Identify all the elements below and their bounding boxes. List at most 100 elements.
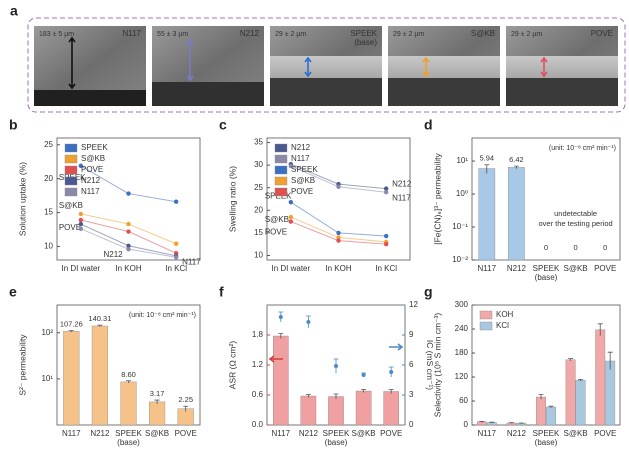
y-axis-label: [Fe(CN)₆]³⁻ permeability xyxy=(432,152,442,244)
membrane-name: S@KB xyxy=(471,29,495,38)
data-point xyxy=(383,233,389,239)
data-point xyxy=(288,219,294,224)
thickness-arrow xyxy=(540,56,548,78)
data-point xyxy=(383,186,389,191)
y-tick-label: 10¹ xyxy=(41,374,53,383)
value-label: 5.94 xyxy=(479,154,494,163)
x-tick-label: POVE xyxy=(594,429,616,438)
y-tick-label: 15 xyxy=(254,228,263,237)
data-point xyxy=(336,184,341,189)
bar xyxy=(605,360,616,426)
x-tick-label: S@KB xyxy=(564,429,588,438)
error-bar xyxy=(97,324,103,327)
unit-note: (unit: 10⁻⁸ cm² min⁻¹) xyxy=(129,312,196,319)
thickness-label: 183 ± 5 µm xyxy=(39,31,74,38)
x-tick-sublabel: (base) xyxy=(535,438,558,447)
bar xyxy=(63,331,80,426)
data-point xyxy=(288,214,294,220)
error-bar xyxy=(278,333,284,339)
legend-label: N117 xyxy=(291,154,310,163)
membrane-name: N117 xyxy=(122,29,141,38)
thickness-arrow xyxy=(422,56,430,78)
legend-label: POVE xyxy=(291,187,313,196)
x-tick-label: SPEEK xyxy=(533,264,560,273)
data-point xyxy=(126,229,131,234)
y-tick-label: 10⁻² xyxy=(452,255,468,264)
error-bar xyxy=(607,351,613,370)
bar xyxy=(273,335,289,426)
x-tick-label: N212 xyxy=(90,429,110,438)
y-tick-label: 180 xyxy=(455,348,469,357)
error-bar xyxy=(305,394,311,398)
legend-swatch xyxy=(479,310,493,320)
data-point xyxy=(173,199,179,204)
data-point xyxy=(126,221,131,227)
plot-frame xyxy=(266,137,411,261)
data-point xyxy=(126,191,131,196)
bar xyxy=(536,396,546,426)
legend-label: POVE xyxy=(81,165,103,174)
y-tick-label: 0 xyxy=(409,420,414,429)
legend-label: S@KB xyxy=(81,154,105,163)
unit-note: (unit: 10⁻⁸ cm² min⁻¹) xyxy=(549,145,616,152)
data-point xyxy=(78,226,84,232)
error-bar xyxy=(489,421,495,423)
panel-letter: e xyxy=(9,284,17,300)
x-tick-label: N117 xyxy=(478,264,497,273)
data-point xyxy=(126,243,131,248)
panel-letter: b xyxy=(9,117,18,133)
series-label: S@KB xyxy=(59,201,83,210)
error-bar xyxy=(361,372,367,377)
legend-swatch xyxy=(274,187,288,197)
y-tick-label: 15 xyxy=(44,208,53,217)
x-tick-label: N212 xyxy=(507,429,527,438)
y-tick-label: 0.6 xyxy=(252,390,264,399)
plot-frame xyxy=(471,137,621,261)
membrane-layer xyxy=(270,56,382,78)
y-tick-label: 240 xyxy=(455,324,469,333)
bar xyxy=(149,401,166,426)
x-tick-label: POVE xyxy=(594,264,616,273)
y-tick-label: 10 xyxy=(44,242,53,251)
y-tick-label: 9 xyxy=(409,330,414,339)
bar xyxy=(565,359,576,426)
bar xyxy=(300,395,317,426)
x-tick-label: N117 xyxy=(478,429,497,438)
data-point xyxy=(78,211,84,217)
error-bar xyxy=(278,311,284,322)
x-tick-label: In DI water xyxy=(61,264,100,273)
value-label: 8.60 xyxy=(121,370,136,379)
legend-swatch xyxy=(64,176,78,186)
plot-frame xyxy=(471,304,621,426)
error-bar xyxy=(479,421,485,423)
axis-arrow xyxy=(268,355,283,363)
y-tick-label: 20 xyxy=(254,205,263,214)
error-bar xyxy=(126,380,131,384)
membrane-layer xyxy=(506,56,618,78)
error-bar xyxy=(361,389,367,393)
y-tick-label: 10⁻¹ xyxy=(452,222,468,231)
error-bar xyxy=(305,315,311,328)
bar xyxy=(508,167,525,261)
plot-frame xyxy=(56,137,201,261)
membrane-name: SPEEK xyxy=(350,29,377,38)
legend-swatch xyxy=(274,154,288,164)
error-bar xyxy=(484,164,490,174)
y-tick-label: 1.2 xyxy=(252,360,264,369)
y-tick-label: 30 xyxy=(254,160,263,169)
data-point xyxy=(288,163,294,169)
thickness-arrow xyxy=(304,56,312,78)
thickness-label: 29 ± 2 µm xyxy=(393,31,424,38)
error-bar xyxy=(333,358,339,373)
legend-swatch xyxy=(64,143,78,153)
data-point xyxy=(336,230,341,236)
data-point xyxy=(126,246,131,252)
series-label: POVE xyxy=(59,223,81,232)
legend-swatch xyxy=(64,165,78,175)
value-label: 0 xyxy=(574,243,578,252)
value-label: 0 xyxy=(544,243,548,252)
x-tick-label: In KOH xyxy=(115,264,141,273)
error-bar xyxy=(388,366,394,377)
y2-axis-label: IC (mS cm⁻¹) xyxy=(425,340,435,390)
